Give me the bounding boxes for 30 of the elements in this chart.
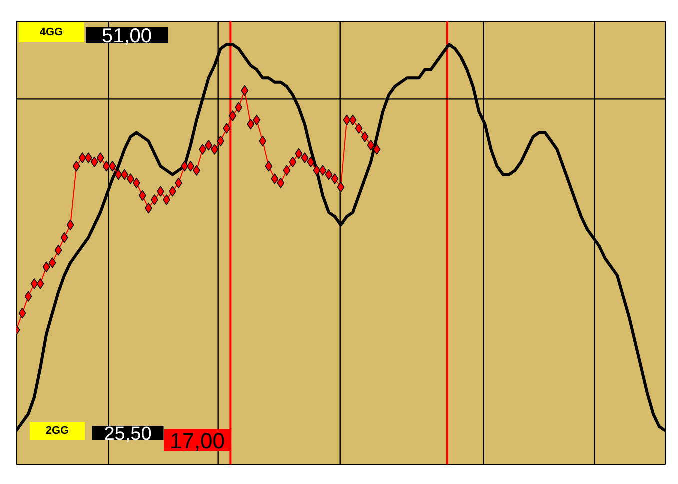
point — [331, 174, 339, 184]
point — [361, 132, 369, 142]
point — [193, 165, 201, 176]
point — [156, 186, 164, 197]
point — [199, 144, 207, 155]
point — [319, 165, 327, 176]
point — [24, 291, 32, 302]
text: 4GG — [40, 26, 64, 38]
point — [301, 152, 309, 164]
point — [126, 174, 134, 184]
point — [211, 144, 219, 155]
point — [96, 152, 104, 164]
point — [223, 123, 231, 134]
annotation: 2GG — [46, 425, 70, 437]
point — [313, 165, 321, 176]
annotation: 17,00 — [170, 428, 226, 454]
point — [48, 258, 56, 268]
annotation: 25,50 — [104, 424, 152, 445]
point — [150, 194, 158, 206]
point — [355, 123, 363, 134]
point — [235, 102, 243, 113]
point — [373, 144, 381, 155]
point — [78, 152, 86, 164]
point — [84, 152, 92, 164]
point — [271, 174, 279, 184]
point — [229, 110, 237, 122]
annotation: 51,00 — [102, 26, 152, 48]
point — [36, 278, 44, 290]
point — [30, 278, 38, 290]
point — [283, 165, 291, 176]
